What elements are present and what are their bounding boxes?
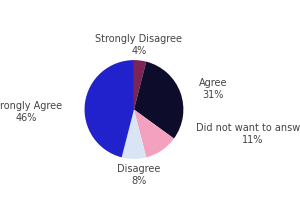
Text: Strongly Disagree
4%: Strongly Disagree 4% [95, 34, 182, 56]
Wedge shape [134, 62, 183, 139]
Wedge shape [122, 110, 146, 159]
Text: Did not want to answer
11%: Did not want to answer 11% [196, 124, 300, 145]
Wedge shape [134, 60, 146, 110]
Wedge shape [134, 110, 174, 157]
Text: Agree
31%: Agree 31% [199, 78, 228, 100]
Wedge shape [85, 60, 134, 157]
Text: Strongly Agree
46%: Strongly Agree 46% [0, 101, 62, 123]
Text: Disagree
8%: Disagree 8% [117, 164, 160, 185]
